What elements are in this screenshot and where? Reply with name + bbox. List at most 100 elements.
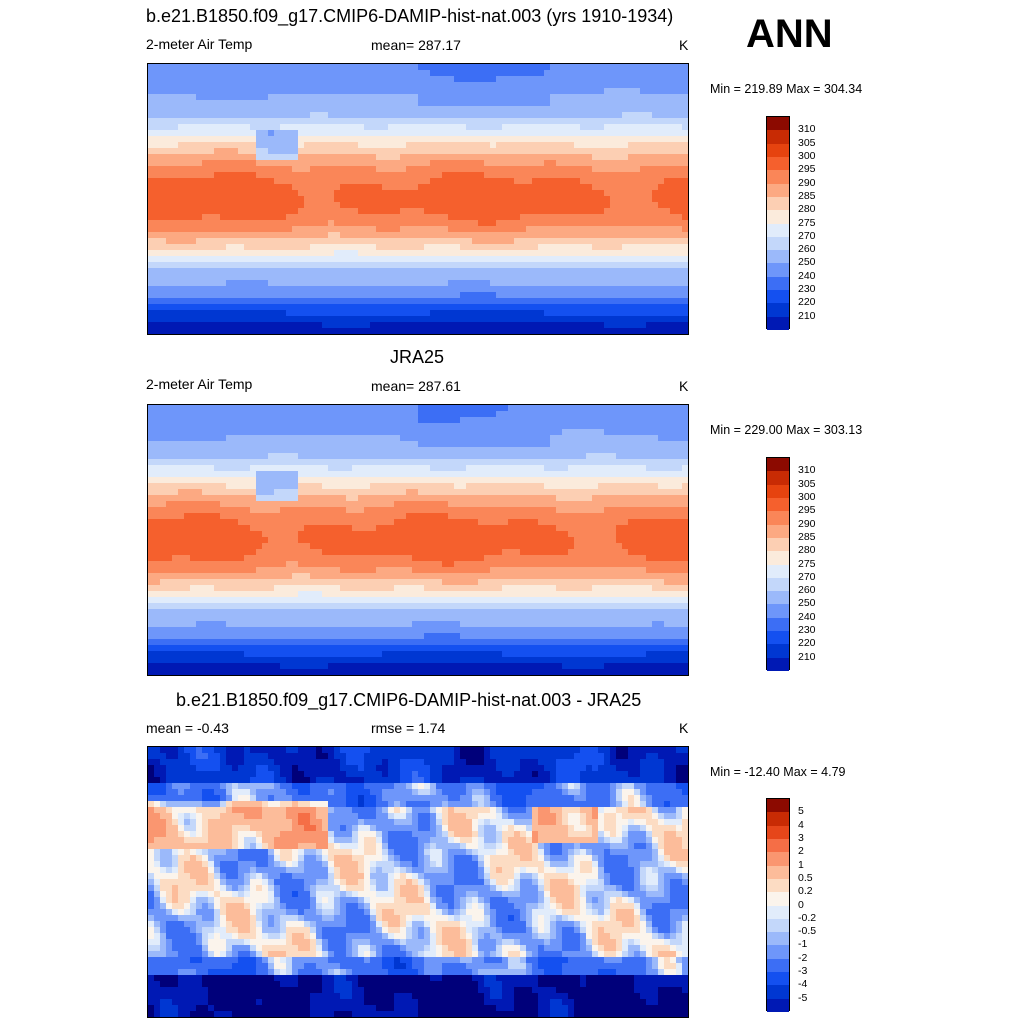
heatmap-cell — [322, 76, 329, 83]
heatmap-cell — [682, 166, 688, 173]
heatmap-cell — [244, 256, 251, 263]
heatmap-cell — [412, 411, 419, 418]
heatmap-cell — [580, 214, 587, 221]
heatmap-cell — [646, 124, 653, 131]
heatmap-cell — [148, 447, 155, 454]
heatmap-cell — [472, 220, 479, 227]
heatmap-cell — [274, 417, 281, 424]
heatmap-cell — [658, 142, 665, 149]
heatmap-cell — [250, 268, 257, 275]
heatmap-cell — [166, 118, 173, 125]
heatmap-cell — [166, 459, 173, 466]
heatmap-cell — [316, 238, 323, 245]
heatmap-cell — [424, 190, 431, 197]
heatmap-cell — [220, 130, 227, 137]
heatmap-cell — [394, 196, 401, 203]
heatmap-cell — [310, 262, 317, 269]
heatmap-cell — [292, 208, 299, 215]
heatmap-cell — [346, 250, 353, 257]
heatmap-cell — [292, 100, 299, 107]
heatmap-cell — [382, 226, 389, 233]
heatmap-cell — [454, 316, 461, 323]
heatmap-cell — [478, 328, 485, 334]
heatmap-cell — [562, 208, 569, 215]
heatmap-cell — [580, 160, 587, 167]
heatmap-cell — [574, 136, 581, 143]
heatmap-cell — [460, 184, 467, 191]
heatmap-cell — [634, 429, 641, 436]
heatmap-cell — [388, 268, 395, 275]
heatmap-cell — [238, 232, 245, 239]
heatmap-cell — [166, 244, 173, 251]
heatmap-cell — [496, 154, 503, 161]
heatmap-cell — [514, 322, 521, 329]
heatmap-cell — [502, 142, 509, 149]
heatmap-cell — [316, 298, 323, 305]
heatmap-cell — [352, 441, 359, 448]
heatmap-cell — [316, 322, 323, 329]
heatmap-cell — [316, 160, 323, 167]
heatmap-cell — [544, 76, 551, 83]
heatmap-cell — [568, 124, 575, 131]
heatmap-cell — [568, 268, 575, 275]
heatmap-cell — [532, 268, 539, 275]
heatmap-cell — [622, 184, 629, 191]
heatmap-cell — [640, 423, 647, 430]
heatmap-cell — [562, 411, 569, 418]
heatmap-cell — [220, 118, 227, 125]
heatmap-cell — [382, 106, 389, 113]
heatmap-cell — [292, 304, 299, 311]
heatmap-cell — [250, 429, 257, 436]
heatmap-cell — [646, 262, 653, 269]
heatmap-cell — [604, 124, 611, 131]
heatmap-cell — [652, 268, 659, 275]
heatmap-cell — [682, 202, 688, 209]
heatmap-cell — [358, 154, 365, 161]
heatmap-cell — [550, 208, 557, 215]
heatmap-cell — [538, 82, 545, 89]
heatmap-cell — [634, 100, 641, 107]
heatmap-cell — [262, 118, 269, 125]
heatmap-cell — [478, 304, 485, 311]
heatmap-cell — [172, 328, 179, 334]
heatmap-cell — [202, 220, 209, 227]
heatmap-cell — [166, 250, 173, 257]
heatmap-cell — [640, 214, 647, 221]
heatmap-cell — [160, 322, 167, 329]
heatmap-cell — [400, 166, 407, 173]
heatmap-cell — [214, 459, 221, 466]
heatmap-cell — [310, 256, 317, 263]
heatmap-cell — [172, 310, 179, 317]
heatmap-cell — [502, 94, 509, 101]
heatmap-cell — [610, 202, 617, 209]
heatmap-cell — [190, 76, 197, 83]
heatmap-cell — [442, 76, 449, 83]
heatmap-cell — [526, 447, 533, 454]
heatmap-cell — [226, 202, 233, 209]
heatmap-cell — [550, 316, 557, 323]
heatmap-cell — [610, 214, 617, 221]
heatmap-cell — [328, 298, 335, 305]
heatmap-cell — [424, 250, 431, 257]
heatmap-cell — [280, 322, 287, 329]
heatmap-cell — [640, 322, 647, 329]
heatmap-cell — [406, 310, 413, 317]
heatmap-cell — [382, 286, 389, 293]
heatmap-cell — [352, 94, 359, 101]
heatmap-cell — [436, 136, 443, 143]
heatmap-cell — [478, 190, 485, 197]
heatmap-cell — [148, 417, 155, 424]
heatmap-cell — [238, 148, 245, 155]
heatmap-cell — [496, 262, 503, 269]
heatmap-cell — [472, 160, 479, 167]
heatmap-cell — [382, 220, 389, 227]
heatmap-cell — [616, 429, 623, 436]
heatmap-cell — [184, 435, 191, 442]
heatmap-cell — [310, 232, 317, 239]
heatmap-cell — [514, 172, 521, 179]
heatmap-cell — [658, 256, 665, 263]
heatmap-cell — [394, 417, 401, 424]
heatmap-cell — [316, 423, 323, 430]
heatmap-cell — [658, 226, 665, 233]
heatmap-cell — [208, 124, 215, 131]
